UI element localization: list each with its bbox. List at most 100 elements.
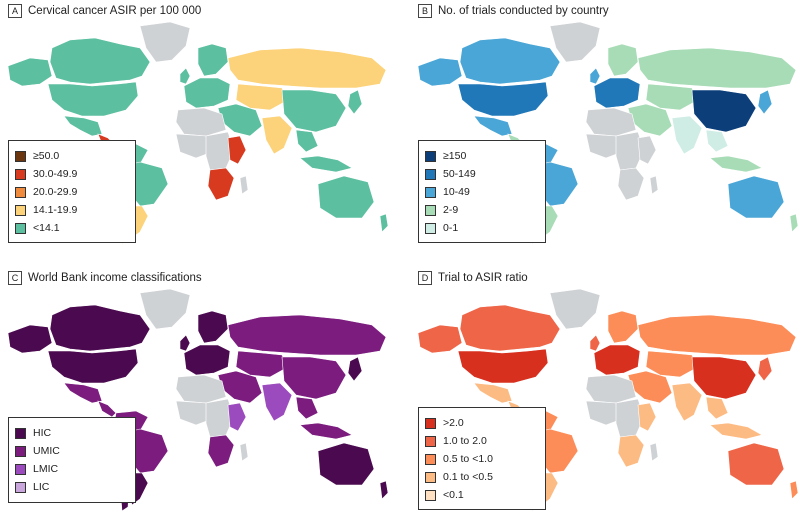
region-n-africa <box>585 374 637 404</box>
world-map <box>7 288 389 512</box>
region-madag <box>649 442 659 462</box>
region-scand <box>607 43 639 77</box>
legend-label: 30.0-49.9 <box>33 168 78 180</box>
panel-letter: B <box>418 4 432 18</box>
legend-label: 50-149 <box>443 168 476 180</box>
legend-swatch <box>425 204 436 216</box>
legend-label: UMIC <box>33 445 60 457</box>
region-w-africa <box>585 400 623 426</box>
legend-swatch <box>425 435 436 447</box>
region-s-africa <box>617 167 645 201</box>
region-w-africa <box>175 133 213 159</box>
panel-title: Cervical cancer ASIR per 100 000 <box>28 5 202 17</box>
region-russia <box>637 314 797 356</box>
region-europe-w <box>593 344 641 376</box>
region-china <box>691 356 757 400</box>
legend-item: 50-149 <box>425 165 539 183</box>
region-china <box>281 89 347 133</box>
panel-letter: D <box>418 271 432 285</box>
legend-swatch <box>425 222 436 234</box>
region-na <box>47 348 139 384</box>
legend-swatch <box>425 471 436 483</box>
map-legend: >2.0 1.0 to 2.0 0.5 to <1.0 0.1 to <0.5 <0.1 <box>418 407 546 510</box>
region-na <box>457 348 549 384</box>
panel-title: World Bank income classifications <box>28 272 202 284</box>
legend-swatch <box>425 417 436 429</box>
legend-swatch <box>15 427 26 439</box>
region-russia <box>227 314 387 356</box>
region-japan <box>757 356 773 382</box>
legend-swatch <box>15 463 26 475</box>
legend-swatch <box>15 186 26 198</box>
panel-header: D Trial to ASIR ratio <box>418 270 528 286</box>
legend-item: 10-49 <box>425 183 539 201</box>
region-can <box>49 304 151 352</box>
region-aus <box>317 442 375 486</box>
legend-label: 20.0-29.9 <box>33 186 78 198</box>
region-mexico <box>63 382 103 404</box>
legend-swatch <box>15 168 26 180</box>
region-greenland <box>549 21 601 63</box>
region-aus <box>727 175 785 219</box>
region-c-asia <box>235 83 289 111</box>
region-uk <box>589 334 601 352</box>
legend-item: 2-9 <box>425 201 539 219</box>
legend-swatch <box>425 168 436 180</box>
panel-letter: A <box>8 4 22 18</box>
legend-item: UMIC <box>15 442 129 460</box>
region-n-africa <box>585 107 637 137</box>
legend-label: >2.0 <box>443 417 464 429</box>
legend-swatch <box>15 222 26 234</box>
region-india <box>671 382 703 422</box>
region-nz <box>379 213 389 233</box>
legend-swatch <box>15 150 26 162</box>
legend-item: <14.1 <box>15 219 129 237</box>
region-alaska <box>417 324 463 354</box>
region-nz <box>789 480 799 500</box>
legend-swatch <box>425 489 436 501</box>
region-e-africa <box>637 135 657 165</box>
legend-label: <14.1 <box>33 222 60 234</box>
region-c-asia <box>645 350 699 378</box>
legend-swatch <box>15 481 26 493</box>
panel-header: C World Bank income classifications <box>8 270 202 286</box>
region-madag <box>239 175 249 195</box>
world-map <box>417 288 799 512</box>
region-alaska <box>7 57 53 87</box>
region-se-asia <box>705 129 729 153</box>
world-map <box>417 21 799 245</box>
region-mexico <box>63 115 103 137</box>
region-europe-w <box>593 77 641 109</box>
legend-swatch <box>425 186 436 198</box>
region-c-asia <box>235 350 289 378</box>
region-s-africa <box>207 434 235 468</box>
region-uk <box>179 334 191 352</box>
region-se-asia <box>295 129 319 153</box>
region-w-africa <box>175 400 213 426</box>
region-indonesia <box>299 155 353 173</box>
region-japan <box>347 356 363 382</box>
legend-label: 0-1 <box>443 222 459 234</box>
legend-label: 0.5 to <1.0 <box>443 453 493 465</box>
region-china <box>691 89 757 133</box>
region-indonesia <box>299 422 353 440</box>
region-greenland <box>139 288 191 330</box>
legend-label: 0.1 to <0.5 <box>443 471 493 483</box>
region-s-africa <box>617 434 645 468</box>
legend-item: HIC <box>15 424 129 442</box>
region-se-asia <box>295 396 319 420</box>
panel-d-ratio-map: D Trial to ASIR ratio >2.0 1.0 to 2.0 0.5 … <box>410 267 810 522</box>
legend-item: ≥50.0 <box>15 147 129 165</box>
legend-item: <0.1 <box>425 486 539 504</box>
region-can <box>459 37 561 85</box>
map-legend: HIC UMIC LMIC LIC <box>8 417 136 503</box>
region-central <box>97 400 117 418</box>
region-india <box>671 115 703 155</box>
legend-label: 2-9 <box>443 204 459 216</box>
legend-item: LIC <box>15 478 129 496</box>
region-scand <box>197 310 229 344</box>
region-europe-w <box>183 77 231 109</box>
legend-label: <0.1 <box>443 489 464 501</box>
region-japan <box>347 89 363 115</box>
region-se-asia <box>705 396 729 420</box>
